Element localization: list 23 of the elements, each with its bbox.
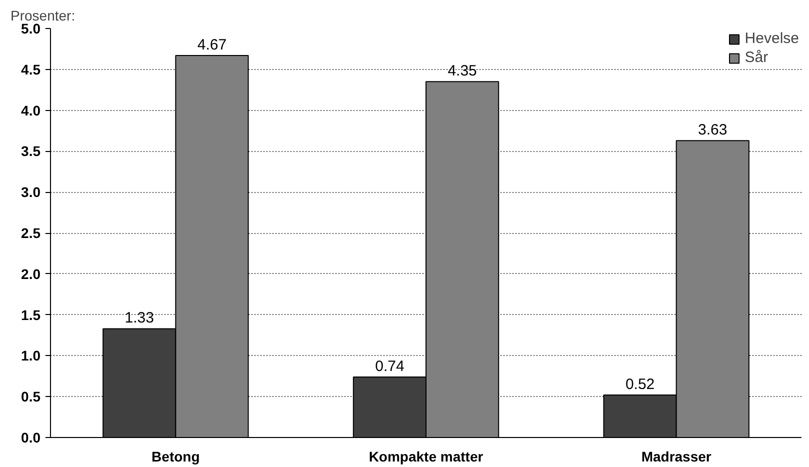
x-tick-label: Madrasser xyxy=(641,448,712,464)
y-axis-title: Prosenter: xyxy=(10,8,76,24)
y-tick-label: 1.0 xyxy=(21,348,41,364)
y-tick-label: 1.5 xyxy=(21,306,41,323)
x-tick-label: Betong xyxy=(152,448,200,464)
x-tick-label: Kompakte matter xyxy=(368,448,484,464)
data-label: 0.74 xyxy=(375,358,404,375)
data-label: 4.67 xyxy=(197,36,227,54)
data-label: 0.52 xyxy=(625,376,655,393)
y-tick-label: 0.5 xyxy=(21,388,41,405)
data-label: 4.35 xyxy=(448,62,477,80)
y-tick-label: 2.0 xyxy=(21,266,41,282)
y-tick-label: 3.5 xyxy=(21,143,41,160)
y-tick-label: 5.0 xyxy=(21,20,41,36)
y-tick-label: 4.0 xyxy=(21,102,41,118)
y-tick-label: 0.0 xyxy=(21,430,41,446)
data-label: 1.33 xyxy=(124,310,154,327)
legend-label: Sår xyxy=(744,49,768,66)
y-tick-label: 4.5 xyxy=(21,61,41,78)
y-tick-label: 3.0 xyxy=(21,184,41,200)
legend-label: Hevelse xyxy=(744,30,799,47)
data-label: 3.63 xyxy=(698,122,728,139)
y-tick-label: 2.5 xyxy=(21,225,41,241)
